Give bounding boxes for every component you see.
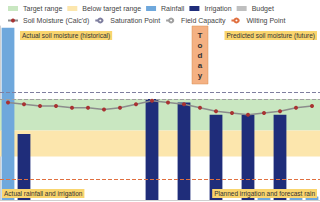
svg-text:Wilting Point: Wilting Point bbox=[246, 17, 285, 25]
svg-text:Rainfall: Rainfall bbox=[161, 5, 185, 12]
svg-text:Actual soil moisture (historic: Actual soil moisture (historical) bbox=[22, 32, 110, 40]
svg-text:Soil Moisture (Calc'd): Soil Moisture (Calc'd) bbox=[23, 17, 89, 25]
svg-text:Predicted soil moisture (futur: Predicted soil moisture (future) bbox=[226, 32, 315, 40]
svg-text:d: d bbox=[198, 51, 203, 60]
svg-text:a: a bbox=[198, 61, 203, 70]
svg-text:Target range: Target range bbox=[23, 5, 62, 13]
svg-text:Below target range: Below target range bbox=[82, 5, 141, 13]
svg-text:Field Capacity: Field Capacity bbox=[181, 17, 226, 25]
svg-text:Actual rainfall and irrigation: Actual rainfall and irrigation bbox=[4, 190, 83, 198]
svg-text:y: y bbox=[198, 71, 203, 80]
svg-text:T: T bbox=[198, 31, 203, 40]
svg-text:o: o bbox=[198, 41, 203, 50]
svg-text:Irrigation: Irrigation bbox=[204, 5, 231, 13]
svg-text:Planned irrigation and forecas: Planned irrigation and forecast rain bbox=[214, 190, 315, 198]
svg-text:Saturation Point: Saturation Point bbox=[110, 17, 160, 24]
svg-text:Budget: Budget bbox=[252, 5, 274, 13]
